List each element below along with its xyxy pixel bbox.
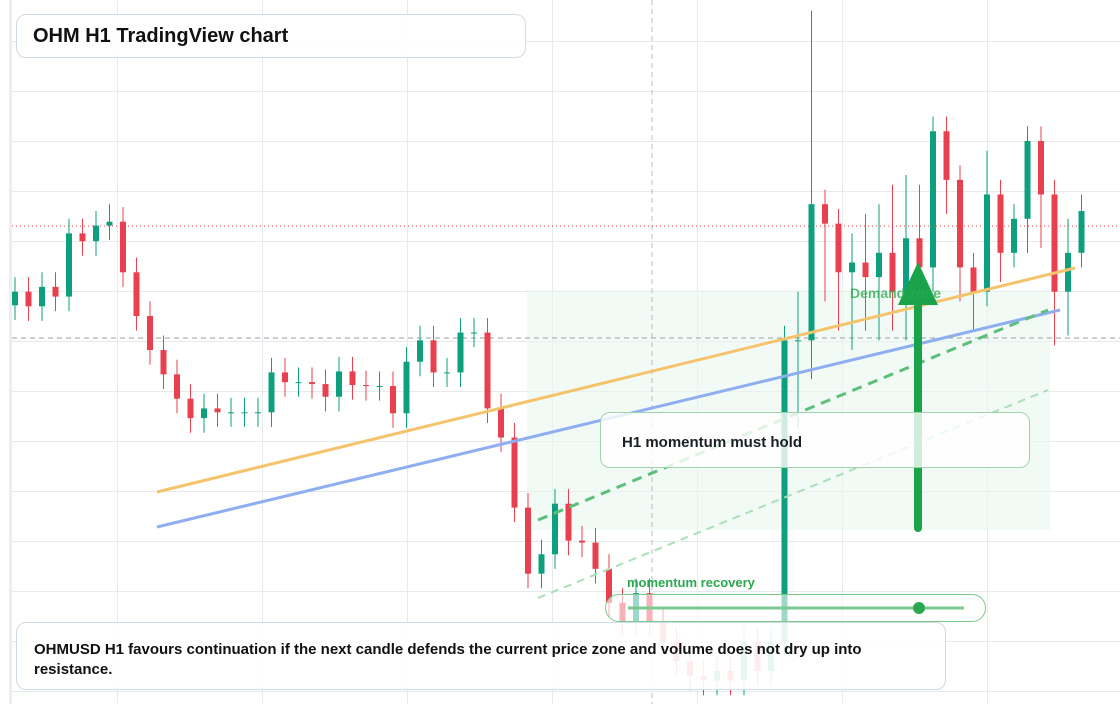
candle-body bbox=[79, 233, 86, 242]
candle-body bbox=[606, 568, 612, 603]
candle-body bbox=[970, 267, 977, 292]
candle-body bbox=[943, 131, 950, 180]
candle-body bbox=[511, 437, 518, 508]
candle-body bbox=[1038, 140, 1044, 195]
candle-body bbox=[25, 291, 32, 307]
candle-body bbox=[390, 386, 396, 414]
candle-body bbox=[484, 332, 491, 409]
candle-body bbox=[201, 408, 207, 419]
candle-body bbox=[147, 316, 153, 351]
candle-body bbox=[376, 386, 383, 388]
arrow-head bbox=[898, 262, 938, 305]
candle-body bbox=[282, 372, 288, 383]
candle-body bbox=[781, 340, 788, 642]
candle-body bbox=[1024, 140, 1031, 219]
candle-body bbox=[498, 408, 504, 438]
candle-body bbox=[187, 398, 194, 419]
candle-body bbox=[336, 371, 342, 397]
candle-body bbox=[106, 221, 113, 226]
candle-body bbox=[822, 204, 828, 224]
candle-body bbox=[916, 238, 923, 268]
candle-body bbox=[930, 131, 936, 268]
candle-body bbox=[876, 252, 882, 278]
candle-body bbox=[565, 503, 572, 541]
candle-body bbox=[39, 286, 45, 307]
candle-body bbox=[174, 374, 180, 399]
candle-body bbox=[255, 412, 261, 414]
candle-body bbox=[12, 291, 18, 306]
candle-body bbox=[552, 503, 558, 555]
candle-body bbox=[66, 233, 72, 297]
candle-body bbox=[214, 408, 221, 413]
candle-body bbox=[538, 554, 545, 574]
candle-body bbox=[160, 350, 167, 375]
slider-track bbox=[628, 602, 964, 614]
candle-body bbox=[120, 221, 126, 273]
candle-body bbox=[457, 332, 464, 373]
candle-body bbox=[849, 262, 855, 273]
candle-body bbox=[1011, 218, 1017, 253]
candle-body bbox=[903, 238, 909, 292]
candle-body bbox=[835, 223, 842, 273]
candle-body bbox=[525, 507, 531, 574]
candle-body bbox=[997, 194, 1004, 253]
candle-body bbox=[795, 340, 801, 342]
recovery-label: momentum recovery bbox=[627, 575, 755, 590]
candle-body bbox=[579, 540, 585, 543]
candle-body bbox=[889, 252, 896, 292]
candle-body bbox=[1051, 194, 1058, 292]
candle-body bbox=[403, 361, 410, 414]
candle-body bbox=[228, 412, 234, 414]
candle-body bbox=[349, 371, 356, 386]
hold-callout: H1 momentum must hold bbox=[600, 412, 1030, 468]
slider-knob bbox=[913, 602, 925, 614]
zone-label: Demand zone bbox=[850, 285, 942, 301]
candle-body bbox=[957, 179, 963, 268]
candle-body bbox=[430, 340, 437, 373]
candle-body bbox=[984, 194, 990, 292]
candle-body bbox=[471, 332, 477, 334]
candle-body bbox=[444, 372, 450, 374]
candle-body bbox=[862, 262, 869, 278]
candle-body bbox=[322, 384, 329, 397]
demand-zone bbox=[527, 290, 1050, 530]
candle-body bbox=[52, 286, 59, 297]
candle-body bbox=[295, 382, 302, 384]
note: OHMUSD H1 favours continuation if the ne… bbox=[16, 622, 946, 690]
candle-body bbox=[808, 204, 815, 341]
candle-body bbox=[1065, 252, 1071, 292]
channel-lower bbox=[537, 389, 1049, 599]
recovery-slider bbox=[605, 594, 986, 622]
candle-body bbox=[133, 272, 140, 317]
candle-body bbox=[268, 372, 275, 413]
price-scale-edge bbox=[9, 0, 12, 704]
candle-body bbox=[592, 542, 599, 569]
candle-body bbox=[417, 340, 423, 362]
candle-body bbox=[93, 225, 99, 242]
chart-title: OHM H1 TradingView chart bbox=[16, 14, 526, 58]
candle-body bbox=[241, 412, 248, 414]
candle-body bbox=[363, 385, 369, 387]
candle-body bbox=[1078, 211, 1085, 253]
candle-body bbox=[309, 382, 315, 385]
